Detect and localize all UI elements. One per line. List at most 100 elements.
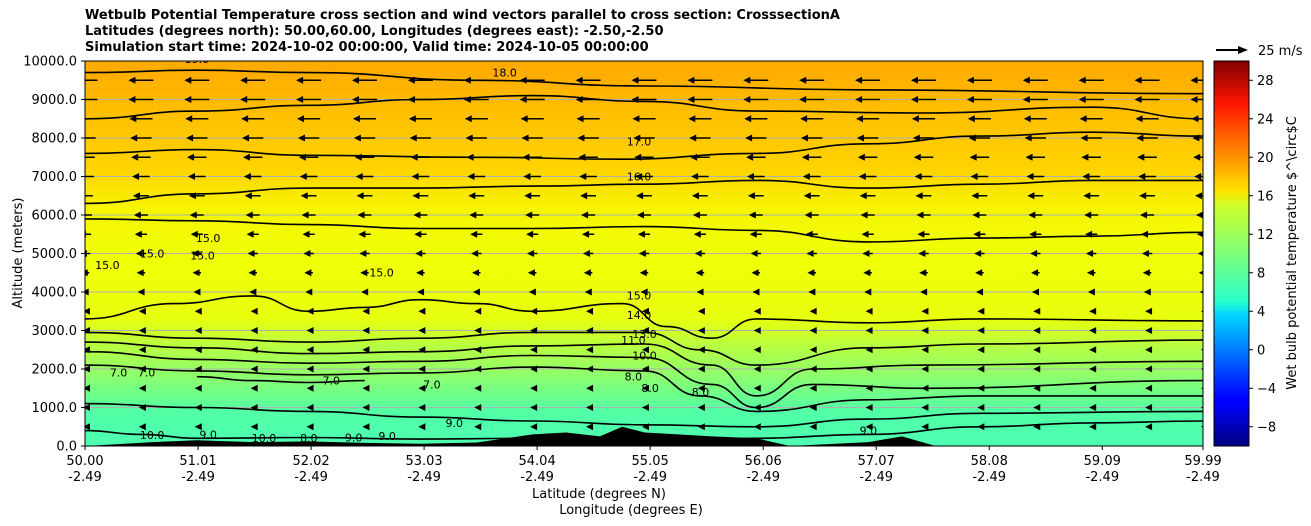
wind-vector [750, 250, 761, 257]
wind-vector [464, 115, 488, 123]
wind-vector [583, 269, 593, 277]
wind-vector [187, 173, 206, 180]
wind-vector [1134, 96, 1160, 103]
wind-vector [687, 76, 713, 84]
wind-vector [412, 192, 429, 200]
wind-vector [530, 365, 538, 373]
wind-vector [85, 137, 96, 139]
wind-vector [1145, 365, 1153, 373]
wind-vector [631, 76, 657, 84]
wind-vector [471, 250, 482, 257]
wind-vector [912, 134, 935, 142]
contour-label: 10.0 [140, 429, 165, 442]
wind-vector [85, 327, 90, 334]
wind-vector [857, 153, 878, 161]
wind-vector [807, 269, 816, 277]
wind-vector [527, 250, 538, 257]
contour-label: 10.0 [632, 349, 657, 362]
wind-vector [302, 230, 315, 238]
wind-vector [800, 115, 824, 123]
wind-vector [474, 384, 482, 392]
wind-vector [575, 76, 601, 84]
x-tick-label-lat: 50.00 [66, 454, 103, 469]
wind-vector [530, 327, 538, 334]
wind-vector [472, 269, 481, 277]
wind-vector [304, 269, 313, 277]
wind-vector [697, 384, 705, 392]
x-tick-label-lon: -2.49 [294, 470, 328, 485]
wind-vector [641, 384, 649, 392]
wind-vector [1081, 153, 1101, 161]
wind-vector [805, 230, 818, 238]
wind-vector [194, 327, 202, 334]
wind-vector [409, 134, 432, 142]
wind-vector [85, 307, 90, 315]
wind-vector [194, 404, 202, 411]
contour-line-7 [196, 375, 365, 384]
wind-vector [192, 269, 202, 277]
wind-vector [1022, 76, 1048, 84]
wind-vector [1026, 173, 1045, 180]
wind-vector [528, 288, 536, 296]
wind-vector [809, 307, 817, 315]
contour-line-10 [85, 350, 1203, 409]
wind-vector [863, 269, 872, 277]
contour-label: 15.0 [627, 290, 652, 303]
wind-vector [913, 153, 934, 161]
wind-vector [865, 365, 873, 373]
wind-vector [194, 423, 202, 431]
wind-vector [855, 76, 881, 84]
x-tick-label-lon: -2.49 [633, 470, 667, 485]
wind-vector [361, 288, 369, 296]
wind-vector [921, 423, 929, 431]
wind-vector [865, 384, 873, 392]
colorbar-tick-label: 4 [1257, 305, 1265, 320]
wind-vector [856, 115, 880, 123]
wind-vector [1082, 173, 1101, 180]
wind-vector [917, 230, 930, 238]
contour-label: 7.0 [322, 374, 340, 387]
wind-vector [191, 250, 202, 257]
wind-vector [690, 153, 710, 161]
wind-vector [138, 384, 146, 392]
wind-vector [641, 307, 649, 315]
wind-vector [1200, 329, 1203, 332]
wind-vector [85, 384, 90, 392]
wind-vector [743, 76, 769, 84]
wind-vector [1086, 250, 1097, 257]
wind-vector [1199, 290, 1203, 294]
wind-vector [641, 365, 649, 373]
wind-vector [687, 96, 713, 103]
wind-vector [975, 269, 984, 277]
wind-vector [296, 96, 322, 103]
wind-vector [637, 230, 651, 238]
y-tick-label: 8000.0 [32, 132, 78, 147]
wind-vector [641, 327, 649, 334]
x-axis: 50.00-2.4951.01-2.4952.02-2.4953.03-2.49… [66, 446, 1222, 485]
wind-vector [1190, 96, 1203, 103]
wind-vector [637, 211, 651, 219]
wind-vector [1024, 134, 1046, 142]
wind-vector [920, 288, 928, 296]
wind-vector [241, 115, 265, 123]
x-tick-label-lon: -2.49 [520, 470, 554, 485]
wind-vector [85, 346, 90, 354]
wind-vector [1089, 346, 1097, 354]
wind-vector [801, 153, 822, 161]
wind-vector [301, 211, 316, 219]
wind-vector [1193, 153, 1203, 161]
wind-vector [753, 404, 761, 411]
x-tick-label-lat: 51.01 [179, 454, 216, 469]
wind-vector [250, 404, 258, 411]
wind-vector [129, 115, 153, 123]
wind-vector [1025, 153, 1046, 161]
wind-vector [582, 250, 594, 257]
x-tick-label-lon: -2.49 [859, 470, 893, 485]
wind-vector [250, 307, 258, 315]
wind-vector [743, 96, 769, 103]
wind-vector [586, 346, 594, 354]
wind-vector [519, 96, 545, 103]
wind-vector [1089, 365, 1097, 373]
wind-vector [1200, 310, 1203, 313]
wind-vector [467, 173, 486, 180]
